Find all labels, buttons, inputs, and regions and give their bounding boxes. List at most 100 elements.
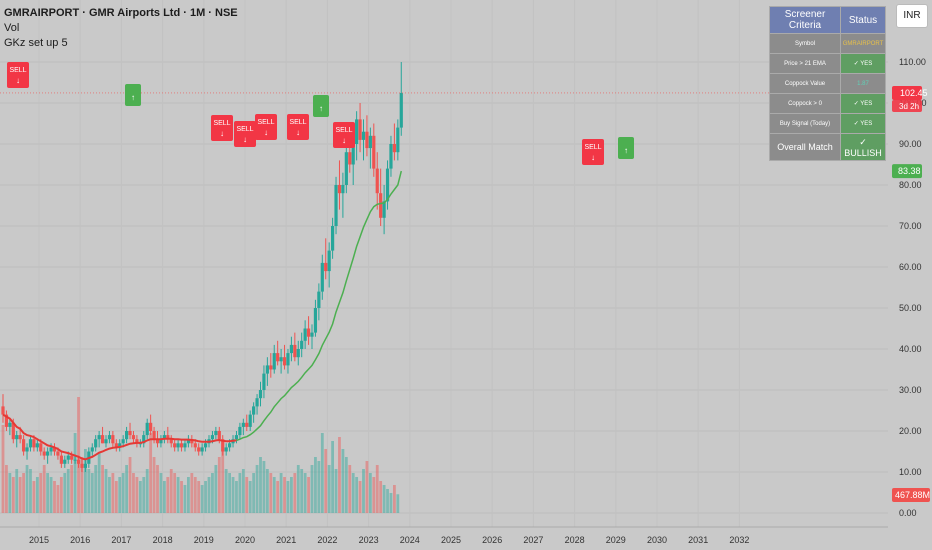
candle-body xyxy=(228,443,232,448)
candle-body xyxy=(300,340,304,349)
volume-bar xyxy=(269,473,273,513)
screener-table: Screener Criteria Status Symbol GMRAIRPO… xyxy=(769,6,886,161)
volume-bar xyxy=(142,477,146,513)
y-tick-label: 0.00 xyxy=(899,508,917,518)
candle-body xyxy=(118,443,122,448)
volume-bar xyxy=(331,441,334,513)
candle-body xyxy=(396,127,400,153)
volume-bar xyxy=(351,473,355,513)
sell-arrow: ↓ xyxy=(16,76,20,85)
candle-body xyxy=(234,435,239,440)
volume-value-badge xyxy=(892,488,930,502)
candle-body xyxy=(327,250,331,272)
candle-body xyxy=(286,353,290,366)
volume-bar xyxy=(90,473,94,513)
candle-body xyxy=(296,349,300,358)
volume-bar xyxy=(283,477,286,513)
buy-arrow: ↑ xyxy=(319,104,323,113)
candle-body xyxy=(217,431,221,440)
volume-bar xyxy=(15,469,19,513)
sell-label: SELL xyxy=(213,120,230,127)
candle-body xyxy=(11,422,15,440)
candle-body xyxy=(344,152,348,185)
row-value-coppock-value: 1.87 xyxy=(840,73,886,94)
ema-value-label: 83.38 xyxy=(898,166,921,176)
candle-body xyxy=(303,328,307,341)
candle-body xyxy=(42,451,46,456)
volume-bar xyxy=(307,477,310,513)
x-tick-label: 2015 xyxy=(29,535,49,545)
volume-bar xyxy=(382,485,386,513)
sell-arrow: ↓ xyxy=(243,135,247,144)
volume-bar xyxy=(84,449,87,513)
volume-bar xyxy=(166,477,170,513)
volume-bar xyxy=(334,469,338,513)
candle-body xyxy=(197,447,201,452)
sell-signal xyxy=(287,114,309,140)
candle-body xyxy=(358,119,362,140)
candle-body xyxy=(66,455,70,460)
candle-body xyxy=(100,435,105,444)
candle-body xyxy=(104,439,108,444)
candle-body xyxy=(32,439,36,448)
candle-body xyxy=(203,443,208,448)
currency-button[interactable]: INR xyxy=(896,4,928,28)
candle-body xyxy=(15,435,19,440)
symbol-title[interactable]: GMRAIRPORT · GMR Airports Ltd · 1M · NSE xyxy=(4,7,238,19)
strategy-indicator-label[interactable]: GKz set up 5 xyxy=(4,37,68,49)
row-value-price-ema: ✓ YES xyxy=(840,53,886,74)
candle-body xyxy=(35,443,39,448)
sell-arrow: ↓ xyxy=(342,136,346,145)
candle-body xyxy=(282,357,287,366)
volume-bar xyxy=(53,481,56,513)
row-label-overall: Overall Match xyxy=(769,133,841,161)
buy-signal xyxy=(618,137,634,159)
volume-bar xyxy=(327,465,331,513)
volume-bar xyxy=(1,425,5,513)
sell-arrow: ↓ xyxy=(591,153,595,162)
x-tick-label: 2024 xyxy=(400,535,420,545)
volume-bar xyxy=(303,473,307,513)
volume-bar xyxy=(217,457,221,513)
row-label-price-ema: Price > 21 EMA xyxy=(769,53,841,74)
candle-body xyxy=(46,451,50,456)
buy-arrow: ↑ xyxy=(624,146,628,155)
y-tick-label: 30.00 xyxy=(899,385,922,395)
volume-bar xyxy=(125,465,128,513)
candle-body xyxy=(214,431,218,436)
volume-bar xyxy=(11,477,15,513)
candle-body xyxy=(166,435,170,440)
volume-bar xyxy=(135,477,139,513)
x-tick-label: 2028 xyxy=(565,535,585,545)
volume-bar xyxy=(180,481,183,513)
volume-bar xyxy=(241,469,245,513)
sell-arrow: ↓ xyxy=(296,128,300,137)
sell-label: SELL xyxy=(236,126,253,133)
candle-body xyxy=(389,144,393,169)
volume-indicator-label[interactable]: Vol xyxy=(4,22,20,34)
volume-bar xyxy=(56,485,60,513)
volume-bar xyxy=(193,477,197,513)
row-label-symbol: Symbol xyxy=(769,33,841,54)
volume-bar xyxy=(63,473,67,513)
y-tick-label: 70.00 xyxy=(899,221,922,231)
candle-body xyxy=(269,365,273,370)
candle-body xyxy=(382,201,386,218)
buy-arrow: ↑ xyxy=(131,93,135,102)
candle-body xyxy=(4,414,9,427)
candle-body xyxy=(70,455,74,460)
candle-body xyxy=(152,431,156,440)
candle-body xyxy=(59,455,63,464)
volume-bar xyxy=(368,473,372,513)
candle-body xyxy=(193,443,197,448)
volume-bar xyxy=(162,481,166,513)
candle-body xyxy=(186,439,190,444)
volume-bar xyxy=(22,473,25,513)
y-tick-label: 80.00 xyxy=(899,180,922,190)
candle-body xyxy=(52,447,57,452)
candle-body xyxy=(142,435,146,444)
sell-label: SELL xyxy=(289,119,306,126)
candle-body xyxy=(368,135,372,149)
volume-bar xyxy=(187,477,190,513)
